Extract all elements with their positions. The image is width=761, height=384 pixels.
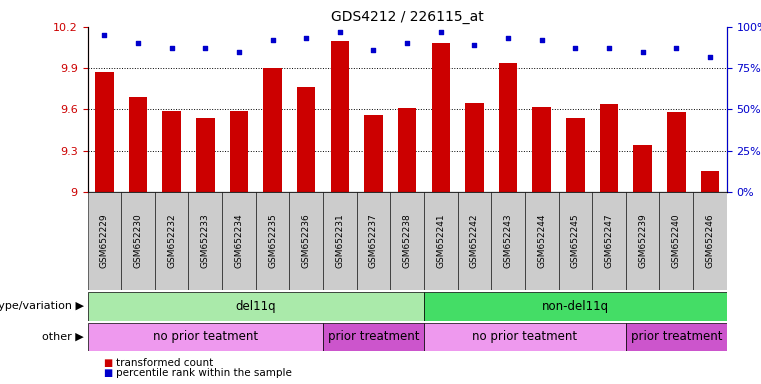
Point xyxy=(132,40,144,46)
Text: prior treatment: prior treatment xyxy=(631,331,722,343)
Bar xyxy=(390,192,424,290)
Bar xyxy=(365,115,383,192)
Point xyxy=(166,45,178,51)
Bar xyxy=(498,63,517,192)
Point xyxy=(536,37,548,43)
Text: GSM652245: GSM652245 xyxy=(571,214,580,268)
Text: GSM652243: GSM652243 xyxy=(504,214,513,268)
Title: GDS4212 / 226115_at: GDS4212 / 226115_at xyxy=(331,10,483,25)
Text: transformed count: transformed count xyxy=(116,358,214,368)
Point xyxy=(199,45,212,51)
Bar xyxy=(424,192,457,290)
Point xyxy=(636,49,648,55)
Bar xyxy=(431,43,450,192)
Bar xyxy=(693,192,727,290)
Text: no prior teatment: no prior teatment xyxy=(473,331,578,343)
Point xyxy=(670,45,683,51)
Bar xyxy=(162,111,181,192)
Bar xyxy=(457,192,492,290)
Bar xyxy=(424,292,727,321)
Text: other ▶: other ▶ xyxy=(42,332,84,342)
Bar xyxy=(330,41,349,192)
Text: genotype/variation ▶: genotype/variation ▶ xyxy=(0,301,84,311)
Bar xyxy=(289,192,323,290)
Bar xyxy=(154,192,189,290)
Text: non-del11q: non-del11q xyxy=(542,300,609,313)
Bar xyxy=(256,192,289,290)
Text: ■: ■ xyxy=(103,368,112,378)
Point xyxy=(435,29,447,35)
Text: GSM652235: GSM652235 xyxy=(268,214,277,268)
Bar xyxy=(323,192,357,290)
Point xyxy=(468,42,480,48)
Bar xyxy=(230,111,248,192)
Bar xyxy=(626,323,727,351)
Text: GSM652232: GSM652232 xyxy=(167,214,176,268)
Bar xyxy=(633,145,652,192)
Text: GSM652240: GSM652240 xyxy=(672,214,681,268)
Text: GSM652247: GSM652247 xyxy=(604,214,613,268)
Bar xyxy=(600,104,618,192)
Bar xyxy=(196,118,215,192)
Text: ■: ■ xyxy=(103,358,112,368)
Bar xyxy=(424,323,626,351)
Text: del11q: del11q xyxy=(235,300,276,313)
Bar xyxy=(323,323,424,351)
Point xyxy=(603,45,615,51)
Bar xyxy=(129,97,147,192)
Text: GSM652231: GSM652231 xyxy=(336,214,344,268)
Bar xyxy=(263,68,282,192)
Bar xyxy=(121,192,154,290)
Point xyxy=(98,32,110,38)
Text: percentile rank within the sample: percentile rank within the sample xyxy=(116,368,292,378)
Point xyxy=(266,37,279,43)
Bar xyxy=(660,192,693,290)
Text: GSM652237: GSM652237 xyxy=(369,214,378,268)
Text: GSM652244: GSM652244 xyxy=(537,214,546,268)
Point xyxy=(300,35,312,41)
Bar xyxy=(592,192,626,290)
Bar xyxy=(667,112,686,192)
Bar xyxy=(701,171,719,192)
Bar xyxy=(88,323,323,351)
Text: GSM652242: GSM652242 xyxy=(470,214,479,268)
Bar xyxy=(297,88,316,192)
Bar xyxy=(398,108,416,192)
Bar xyxy=(189,192,222,290)
Point xyxy=(704,53,716,60)
Bar xyxy=(465,103,484,192)
Bar xyxy=(88,292,424,321)
Text: GSM652229: GSM652229 xyxy=(100,214,109,268)
Bar xyxy=(88,192,121,290)
Point xyxy=(502,35,514,41)
Text: GSM652234: GSM652234 xyxy=(234,214,244,268)
Point xyxy=(368,47,380,53)
Text: no prior teatment: no prior teatment xyxy=(153,331,258,343)
Text: GSM652241: GSM652241 xyxy=(436,214,445,268)
Point xyxy=(334,29,346,35)
Bar xyxy=(525,192,559,290)
Text: GSM652239: GSM652239 xyxy=(638,214,647,268)
Text: GSM652246: GSM652246 xyxy=(705,214,715,268)
Point xyxy=(233,49,245,55)
Point xyxy=(401,40,413,46)
Text: GSM652233: GSM652233 xyxy=(201,214,210,268)
Bar xyxy=(566,118,584,192)
Point xyxy=(569,45,581,51)
Bar xyxy=(533,107,551,192)
Text: GSM652230: GSM652230 xyxy=(133,214,142,268)
Bar xyxy=(559,192,592,290)
Text: GSM652236: GSM652236 xyxy=(301,214,310,268)
Bar xyxy=(95,72,113,192)
Bar xyxy=(492,192,525,290)
Bar xyxy=(626,192,660,290)
Bar xyxy=(222,192,256,290)
Text: GSM652238: GSM652238 xyxy=(403,214,412,268)
Bar xyxy=(357,192,390,290)
Text: prior treatment: prior treatment xyxy=(328,331,419,343)
